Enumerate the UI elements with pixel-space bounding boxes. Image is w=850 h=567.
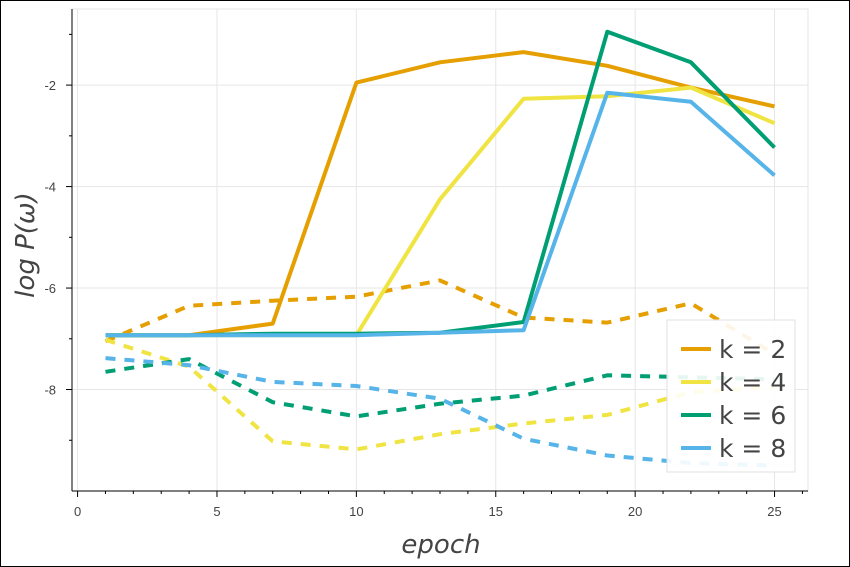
legend-label: k = 8 <box>719 434 786 463</box>
legend-label: k = 2 <box>719 335 786 364</box>
series-line-k2 <box>105 50 775 338</box>
legend: k = 2 k = 4 k = 6 k = 8 <box>666 319 796 473</box>
x-tick-label: 20 <box>628 504 642 519</box>
y-tick-label: -4 <box>44 180 56 195</box>
x-tick-label: 0 <box>74 504 81 519</box>
dashed-series-line-009E73 <box>105 357 775 419</box>
series-line-k4 <box>105 85 776 338</box>
legend-label: k = 6 <box>719 401 786 430</box>
x-tick-label: 10 <box>349 504 363 519</box>
series-line-k6 <box>105 29 776 338</box>
x-tick-label: 25 <box>767 504 781 519</box>
x-tick-label: 15 <box>489 504 503 519</box>
legend-label: k = 4 <box>719 368 786 397</box>
dashed-series-line-E69F00 <box>104 278 776 356</box>
x-axis-label: epoch <box>401 530 480 560</box>
y-tick-label: -6 <box>44 281 56 296</box>
dashed-series-line-56B4E9 <box>105 356 775 468</box>
axes: 0 5 10 15 20 25 -2 -4 -6 -8 <box>44 9 808 519</box>
y-tick-label: -8 <box>44 383 56 398</box>
dashed-series-line-F0E442 <box>104 337 775 452</box>
series-lines <box>104 29 776 468</box>
series-line-k8 <box>105 90 776 338</box>
x-tick-label: 5 <box>213 504 220 519</box>
y-axis-label: log P(ω) <box>11 192 41 298</box>
y-tick-label: -2 <box>44 78 56 93</box>
